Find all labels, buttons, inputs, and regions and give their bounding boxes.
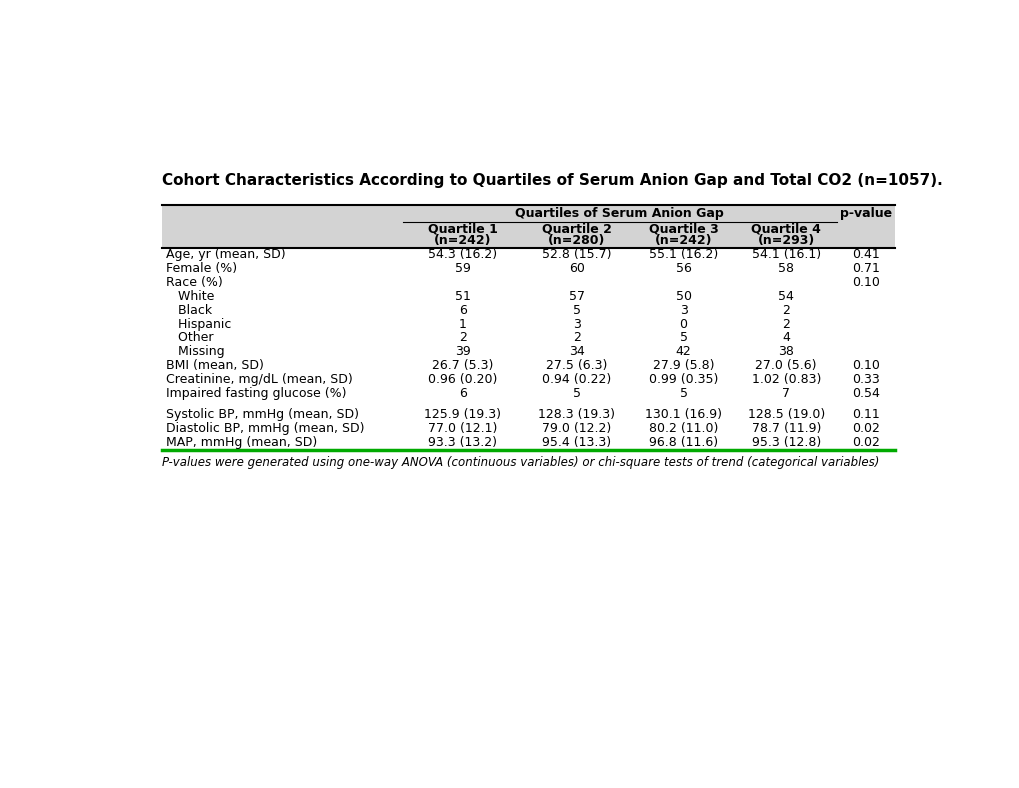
Text: Creatinine, mg/dL (mean, SD): Creatinine, mg/dL (mean, SD)	[166, 373, 353, 386]
Text: Other: Other	[166, 332, 214, 344]
Text: Systolic BP, mmHg (mean, SD): Systolic BP, mmHg (mean, SD)	[166, 408, 359, 422]
Text: Female (%): Female (%)	[166, 262, 237, 275]
Text: P-values were generated using one-way ANOVA (continuous variables) or chi-square: P-values were generated using one-way AN…	[162, 455, 879, 469]
Text: 5: 5	[679, 332, 687, 344]
Text: Missing: Missing	[166, 345, 224, 359]
Text: 54.3 (16.2): 54.3 (16.2)	[428, 248, 497, 261]
Text: Quartile 2: Quartile 2	[541, 223, 611, 236]
Text: 50: 50	[675, 290, 691, 303]
Text: 0.02: 0.02	[851, 436, 878, 449]
Text: 5: 5	[679, 387, 687, 400]
Text: Quartile 3: Quartile 3	[648, 223, 717, 236]
Text: 95.3 (12.8): 95.3 (12.8)	[751, 436, 820, 449]
Text: 34: 34	[569, 345, 584, 359]
Text: 58: 58	[777, 262, 794, 275]
Text: (n=280): (n=280)	[548, 234, 605, 247]
Text: 78.7 (11.9): 78.7 (11.9)	[751, 422, 820, 435]
Text: 2: 2	[459, 332, 466, 344]
Text: 0.96 (0.20): 0.96 (0.20)	[428, 373, 497, 386]
Text: (n=242): (n=242)	[433, 234, 491, 247]
Text: Quartile 4: Quartile 4	[751, 223, 820, 236]
Text: 27.5 (6.3): 27.5 (6.3)	[546, 359, 607, 372]
Text: Diastolic BP, mmHg (mean, SD): Diastolic BP, mmHg (mean, SD)	[166, 422, 365, 435]
Text: 0.71: 0.71	[851, 262, 878, 275]
Text: 80.2 (11.0): 80.2 (11.0)	[648, 422, 717, 435]
Text: (n=293): (n=293)	[757, 234, 814, 247]
Text: MAP, mmHg (mean, SD): MAP, mmHg (mean, SD)	[166, 436, 317, 449]
Bar	[162, 205, 894, 247]
Text: 0.33: 0.33	[851, 373, 878, 386]
Text: 95.4 (13.3): 95.4 (13.3)	[542, 436, 611, 449]
Text: 0.11: 0.11	[851, 408, 878, 422]
Text: 128.5 (19.0): 128.5 (19.0)	[747, 408, 824, 422]
Text: 3: 3	[679, 303, 687, 317]
Text: 27.0 (5.6): 27.0 (5.6)	[755, 359, 816, 372]
Text: 38: 38	[777, 345, 794, 359]
Text: 0.94 (0.22): 0.94 (0.22)	[542, 373, 611, 386]
Text: 5: 5	[573, 387, 581, 400]
Text: 1: 1	[459, 318, 466, 330]
Text: Cohort Characteristics According to Quartiles of Serum Anion Gap and Total CO2 (: Cohort Characteristics According to Quar…	[162, 173, 943, 188]
Text: White: White	[166, 290, 214, 303]
Text: 26.7 (5.3): 26.7 (5.3)	[432, 359, 493, 372]
Text: 6: 6	[459, 387, 466, 400]
Text: Race (%): Race (%)	[166, 276, 223, 289]
Text: 7: 7	[782, 387, 790, 400]
Text: 96.8 (11.6): 96.8 (11.6)	[648, 436, 717, 449]
Text: 2: 2	[782, 318, 790, 330]
Text: 0.10: 0.10	[851, 276, 878, 289]
Text: 125.9 (19.3): 125.9 (19.3)	[424, 408, 500, 422]
Text: Quartile 1: Quartile 1	[427, 223, 497, 236]
Text: 54: 54	[777, 290, 794, 303]
Text: 77.0 (12.1): 77.0 (12.1)	[428, 422, 497, 435]
Text: 0.54: 0.54	[851, 387, 878, 400]
Text: Age, yr (mean, SD): Age, yr (mean, SD)	[166, 248, 285, 261]
Text: 1.02 (0.83): 1.02 (0.83)	[751, 373, 820, 386]
Text: 56: 56	[675, 262, 691, 275]
Text: 0: 0	[679, 318, 687, 330]
Text: 2: 2	[573, 332, 581, 344]
Text: 2: 2	[782, 303, 790, 317]
Text: p-value: p-value	[839, 206, 891, 220]
Text: 57: 57	[569, 290, 585, 303]
Text: Quartiles of Serum Anion Gap: Quartiles of Serum Anion Gap	[515, 206, 723, 220]
Text: Hispanic: Hispanic	[166, 318, 231, 330]
Text: 93.3 (13.2): 93.3 (13.2)	[428, 436, 496, 449]
Text: BMI (mean, SD): BMI (mean, SD)	[166, 359, 264, 372]
Text: (n=242): (n=242)	[654, 234, 711, 247]
Text: 42: 42	[675, 345, 691, 359]
Text: Impaired fasting glucose (%): Impaired fasting glucose (%)	[166, 387, 346, 400]
Text: 0.02: 0.02	[851, 422, 878, 435]
Text: 0.10: 0.10	[851, 359, 878, 372]
Text: 52.8 (15.7): 52.8 (15.7)	[542, 248, 611, 261]
Text: Black: Black	[166, 303, 212, 317]
Text: 3: 3	[573, 318, 581, 330]
Text: 130.1 (16.9): 130.1 (16.9)	[644, 408, 721, 422]
Text: 4: 4	[782, 332, 790, 344]
Text: 54.1 (16.1): 54.1 (16.1)	[751, 248, 820, 261]
Text: 60: 60	[569, 262, 584, 275]
Text: 79.0 (12.2): 79.0 (12.2)	[542, 422, 611, 435]
Text: 59: 59	[454, 262, 470, 275]
Text: 0.41: 0.41	[851, 248, 878, 261]
Text: 0.99 (0.35): 0.99 (0.35)	[648, 373, 717, 386]
Text: 5: 5	[573, 303, 581, 317]
Text: 6: 6	[459, 303, 466, 317]
Text: 128.3 (19.3): 128.3 (19.3)	[538, 408, 614, 422]
Text: 55.1 (16.2): 55.1 (16.2)	[648, 248, 717, 261]
Text: 27.9 (5.8): 27.9 (5.8)	[652, 359, 713, 372]
Text: 39: 39	[454, 345, 470, 359]
Text: 51: 51	[454, 290, 470, 303]
